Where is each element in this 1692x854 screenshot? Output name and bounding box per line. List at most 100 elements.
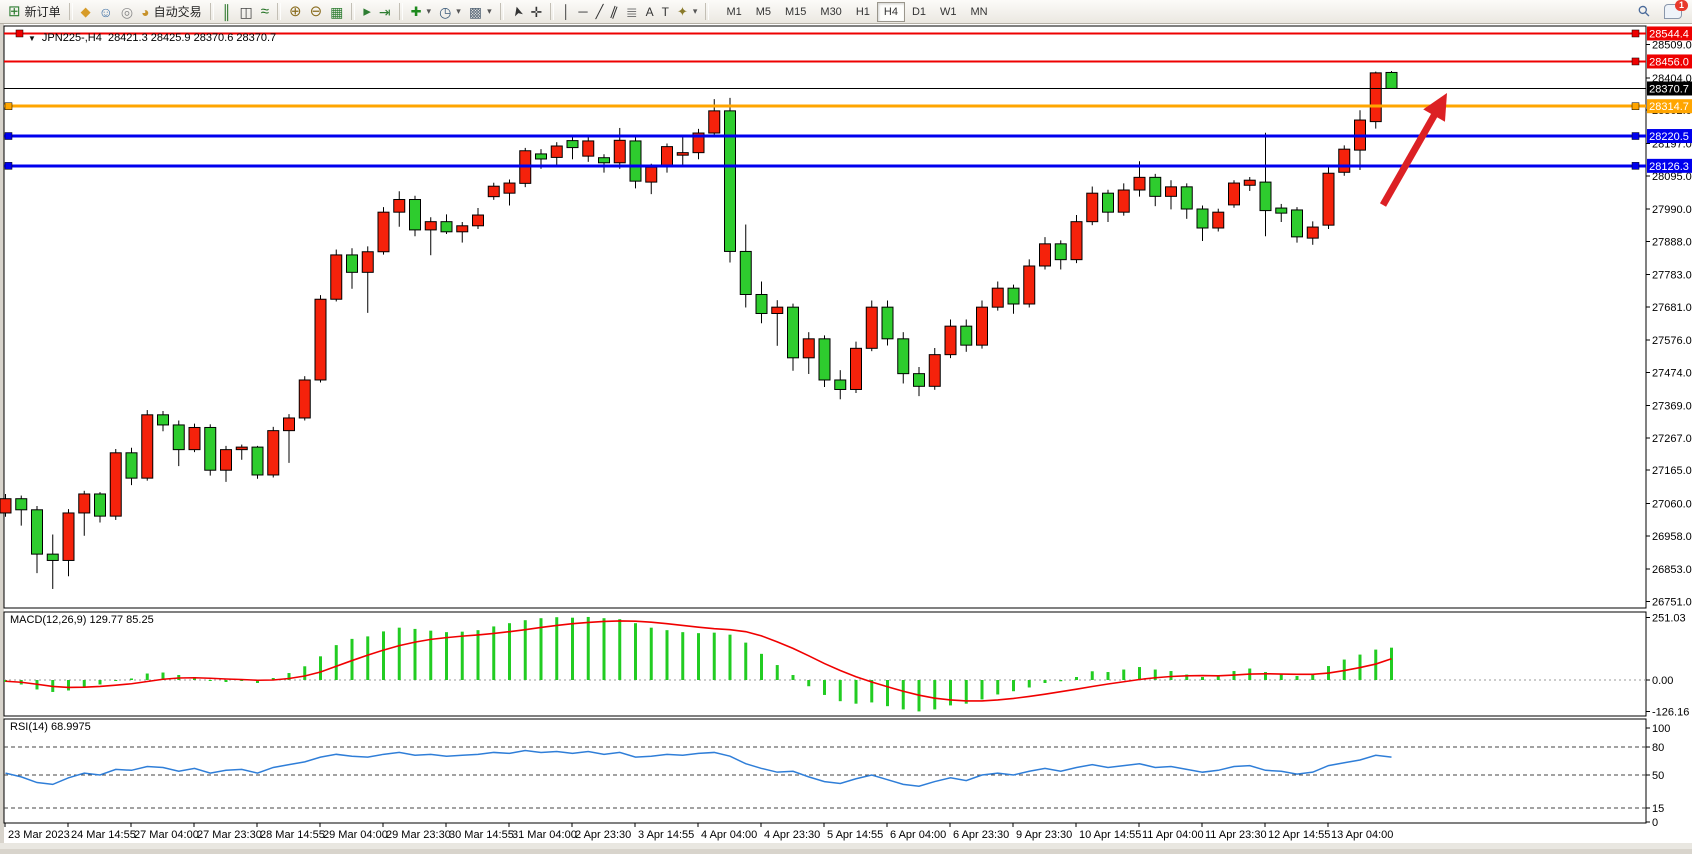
crosshair-button[interactable]: ✛ — [527, 2, 547, 22]
horizontal-line-icon: ─ — [578, 4, 588, 19]
periods-dropdown-icon[interactable]: ▾ — [456, 6, 461, 16]
svg-text:28126.3: 28126.3 — [1649, 161, 1689, 173]
line-handle[interactable] — [1631, 162, 1640, 170]
macd-panel — [4, 616, 1646, 712]
text-icon: A — [645, 4, 654, 19]
timeframe-m15[interactable]: M15 — [778, 2, 813, 22]
svg-text:29 Mar 23:30: 29 Mar 23:30 — [386, 829, 451, 841]
svg-text:28456.0: 28456.0 — [1649, 56, 1689, 68]
timeframe-w1[interactable]: W1 — [933, 2, 964, 22]
svg-text:-126.16: -126.16 — [1652, 706, 1689, 718]
equidistant-channel-button[interactable]: ∥ — [607, 2, 622, 22]
equidistant-channel-icon: ∥ — [609, 3, 621, 20]
zoom-out-button[interactable]: ⊖ — [306, 2, 327, 22]
autotrading-button[interactable]: ◕ 自动交易 — [137, 2, 205, 22]
signals-button[interactable]: ◎ — [117, 2, 137, 22]
trend-arrow[interactable] — [1379, 93, 1447, 207]
chat-button[interactable]: 1 — [1664, 0, 1688, 19]
svg-text:6 Apr 04:00: 6 Apr 04:00 — [890, 829, 946, 841]
chart-window: 28509.028404.028302.028197.028095.027990… — [0, 24, 1692, 849]
fibonacci-icon: ≣ — [625, 3, 638, 20]
trend-line-button[interactable]: ╱ — [592, 2, 608, 22]
svg-text:28370.7: 28370.7 — [1649, 83, 1689, 95]
chart-candlesticks-button[interactable]: ◫ — [236, 2, 257, 22]
templates-button[interactable]: ▩ ▾ — [465, 2, 496, 22]
timeframe-m1[interactable]: M1 — [719, 2, 748, 22]
candlestick-plot[interactable] — [0, 70, 1398, 589]
text-button[interactable]: A — [642, 2, 658, 22]
crosshair-icon: ✛ — [530, 3, 543, 20]
toolbar-separator — [209, 3, 214, 20]
timeframe-h4[interactable]: H4 — [876, 1, 905, 22]
indicators-dropdown-icon[interactable]: ▾ — [426, 6, 432, 16]
svg-text:23 Mar 2023: 23 Mar 2023 — [8, 829, 70, 841]
vertical-line-button[interactable]: │ — [558, 2, 574, 22]
toolbar-separator — [398, 3, 403, 20]
timeframe-bar: M1 M5 M15 M30 H1 H4 D1 W1 MN — [719, 1, 995, 22]
svg-text:26853.0: 26853.0 — [1652, 564, 1692, 576]
svg-text:24 Mar 14:55: 24 Mar 14:55 — [71, 829, 136, 841]
line-handle[interactable] — [4, 102, 13, 110]
line-handle[interactable] — [1631, 57, 1640, 66]
line-handle[interactable] — [1631, 132, 1640, 140]
arrows-icon: ✦ — [677, 4, 688, 19]
vertical-line-icon: │ — [562, 4, 571, 19]
timeframe-m5[interactable]: M5 — [749, 2, 778, 22]
templates-dropdown-icon[interactable]: ▾ — [487, 6, 492, 16]
tile-windows-button[interactable]: ▦ — [326, 2, 347, 22]
rsi-panel — [4, 746, 1646, 809]
arrows-button[interactable]: ✦ ▾ — [673, 2, 701, 22]
cursor-button[interactable]: ➤ — [508, 2, 527, 22]
market-button[interactable]: ☺ — [95, 2, 117, 22]
svg-text:3 Apr 14:55: 3 Apr 14:55 — [638, 829, 694, 841]
svg-text:27165.0: 27165.0 — [1652, 465, 1692, 477]
periods-button[interactable]: ◷ ▾ — [435, 2, 465, 22]
arrows-dropdown-icon[interactable]: ▾ — [692, 6, 698, 16]
svg-text:10 Apr 14:55: 10 Apr 14:55 — [1079, 829, 1141, 841]
new-order-label: 新订单 — [24, 5, 61, 19]
line-handle[interactable] — [4, 132, 13, 140]
svg-text:28 Mar 14:55: 28 Mar 14:55 — [260, 829, 325, 841]
auto-scroll-button[interactable]: ▸ — [359, 2, 375, 22]
svg-text:27576.0: 27576.0 — [1652, 335, 1692, 347]
chart-shift-button[interactable]: ⇥ — [375, 2, 395, 22]
line-handle[interactable] — [15, 29, 24, 38]
svg-text:15: 15 — [1652, 803, 1664, 815]
timeframe-m30[interactable]: M30 — [813, 2, 848, 22]
search-icon[interactable]: ⚲ — [1634, 1, 1655, 22]
line-handle[interactable] — [4, 162, 13, 170]
zoom-in-icon: ⊕ — [288, 3, 302, 20]
zoom-in-button[interactable]: ⊕ — [285, 2, 306, 22]
svg-text:28509.0: 28509.0 — [1652, 40, 1692, 52]
svg-text:27783.0: 27783.0 — [1652, 270, 1692, 282]
svg-text:11 Apr 23:30: 11 Apr 23:30 — [1205, 829, 1267, 841]
text-label-button[interactable]: T — [658, 2, 673, 22]
svg-text:28544.4: 28544.4 — [1649, 28, 1689, 40]
autotrading-icon: ◕ — [141, 3, 150, 20]
horizontal-line-button[interactable]: ─ — [574, 2, 591, 22]
fibonacci-button[interactable]: ≣ — [622, 2, 642, 22]
symbol-dropdown-icon[interactable]: ▼ — [28, 33, 36, 43]
timeframe-d1[interactable]: D1 — [905, 2, 933, 22]
timeframe-mn[interactable]: MN — [964, 2, 995, 22]
timeframe-h1[interactable]: H1 — [849, 2, 877, 22]
price-axis[interactable]: 28509.028404.028302.028197.028095.027990… — [1646, 26, 1692, 608]
auto-scroll-icon: ▸ — [363, 3, 371, 20]
toolbar-separator — [68, 3, 73, 20]
svg-text:30 Mar 14:55: 30 Mar 14:55 — [449, 829, 514, 841]
chart-line-button[interactable]: ≈ — [257, 2, 273, 22]
chart-canvas[interactable]: 28509.028404.028302.028197.028095.027990… — [0, 24, 1692, 849]
toolbar: ⊞ 新订单 ◆ ☺ ◎ ◕ 自动交易 ║ ◫ ≈ ⊕ ⊖ ▦ ▸ ⇥ ✚ ▾ ◷ ▾ ▩ ▾ ➤ ✛ │ ─ ╱ ∥ ≣ A T ✦ ▾ M1… — [0, 0, 1692, 24]
macd-indicator-label: MACD(12,26,9) 129.77 85.25 — [10, 614, 154, 626]
chart-candlesticks-icon: ◫ — [239, 3, 253, 20]
mql-community-button[interactable]: ◆ — [77, 2, 95, 22]
signals-icon: ◎ — [120, 3, 134, 20]
indicators-button[interactable]: ✚ ▾ — [407, 2, 435, 22]
line-handle[interactable] — [1631, 102, 1640, 110]
line-handle[interactable] — [1631, 29, 1640, 38]
chart-bars-button[interactable]: ║ — [218, 2, 236, 22]
level-lines[interactable] — [4, 29, 1646, 170]
svg-text:28220.5: 28220.5 — [1649, 131, 1689, 143]
new-order-button[interactable]: ⊞ 新订单 — [4, 2, 65, 22]
